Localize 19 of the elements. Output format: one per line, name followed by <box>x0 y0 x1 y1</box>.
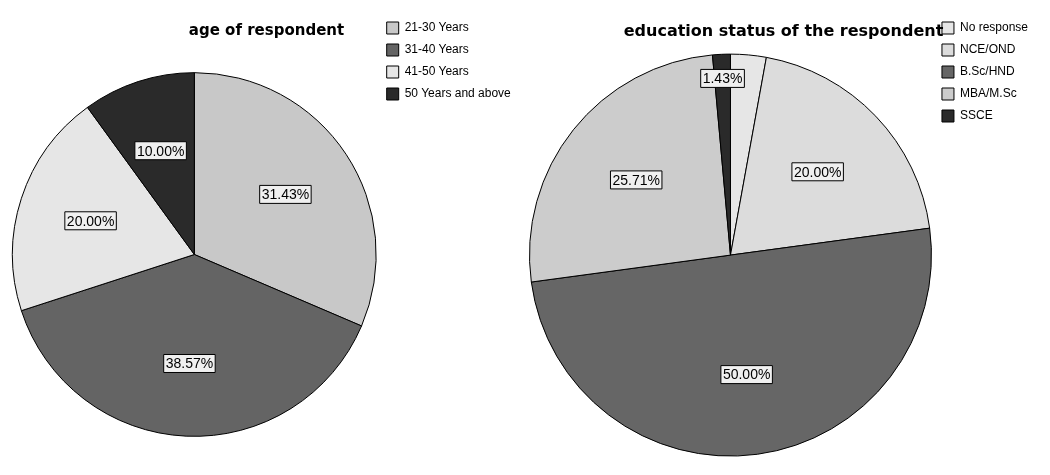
data-label: 20.00% <box>793 163 842 180</box>
legend-label: B.Sc/HND <box>959 64 1015 79</box>
data-label: 31.43% <box>261 186 310 203</box>
data-label: 25.71% <box>612 171 660 188</box>
data-label: 20.00% <box>66 212 115 229</box>
legend-label: NCE/OND <box>959 42 1016 57</box>
data-label: 1.43% <box>702 70 743 87</box>
legend-label: No response <box>959 20 1029 35</box>
legend-label: 31-40 Years <box>404 42 469 57</box>
legend-label: MBA/M.Sc <box>959 86 1017 101</box>
legend-label: 50 Years and above <box>404 86 512 101</box>
legend-label: SSCE <box>959 108 993 123</box>
chart-title: age of respondent <box>188 20 345 39</box>
legend-label: 41-50 Years <box>404 64 469 79</box>
data-label: 10.00% <box>136 142 185 159</box>
data-label: 50.00% <box>722 366 771 383</box>
chart-title: education status of the respondent <box>623 20 944 40</box>
data-label: 38.57% <box>165 355 214 372</box>
legend-label: 21-30 Years <box>404 20 469 35</box>
